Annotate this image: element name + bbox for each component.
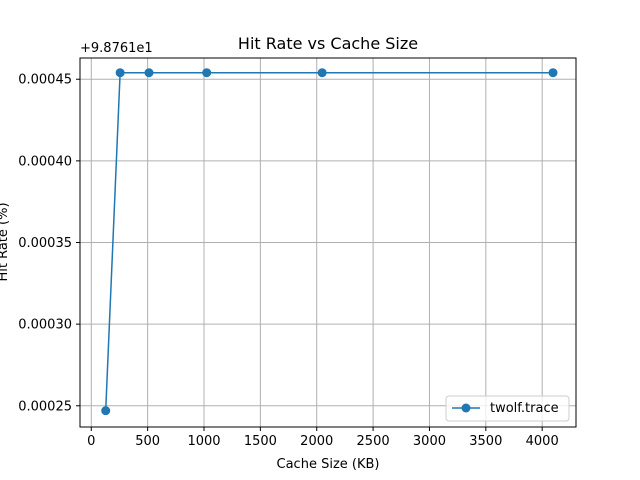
legend: twolf.trace	[445, 395, 570, 422]
y-tick-label: 0.00035	[18, 236, 72, 251]
y-tick-label: 0.00030	[18, 318, 72, 333]
x-tick-label: 3000	[413, 434, 446, 449]
series	[101, 68, 558, 416]
legend-label: twolf.trace	[490, 401, 559, 416]
ticks: 0 500 1000 1500 2000 2500 3000 3500 4000 0.00025 0…	[18, 73, 558, 449]
data-point	[115, 68, 125, 78]
x-axis-label: Cache Size (KB)	[277, 457, 380, 472]
x-tick-label: 4000	[526, 434, 559, 449]
grid	[80, 58, 576, 427]
data-point	[144, 68, 154, 78]
series-line	[104, 71, 554, 411]
x-tick-label: 500	[135, 434, 160, 449]
data-point	[548, 68, 558, 78]
y-tick-label: 0.00040	[18, 154, 72, 169]
legend-marker	[461, 403, 471, 413]
y-offset-label: +9.8761e1	[80, 41, 153, 56]
x-tick-label: 2500	[357, 434, 390, 449]
x-tick-label: 1500	[244, 434, 277, 449]
x-tick-label: 2000	[300, 434, 333, 449]
data-point	[101, 406, 111, 416]
data-point	[317, 68, 327, 78]
y-tick-label: 0.00025	[18, 399, 72, 414]
y-axis-label: Hit Rate (%)	[0, 202, 11, 281]
data-point	[202, 68, 212, 78]
x-tick-label: 3500	[469, 434, 502, 449]
x-tick-label: 1000	[187, 434, 220, 449]
y-tick-label: 0.00045	[18, 73, 72, 88]
legend-box	[445, 395, 570, 422]
chart-title: Hit Rate vs Cache Size	[238, 34, 418, 53]
x-tick-label: 0	[87, 434, 95, 449]
